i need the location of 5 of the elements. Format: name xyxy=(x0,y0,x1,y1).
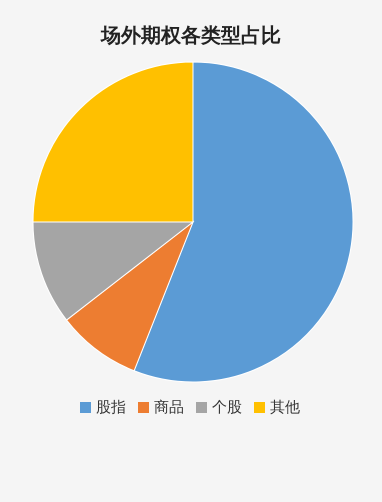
legend-label: 其他 xyxy=(270,398,300,416)
legend-label: 股指 xyxy=(96,398,126,416)
legend-label: 商品 xyxy=(154,398,184,416)
chart-title: 场外期权各类型占比 xyxy=(100,23,281,47)
legend-label: 个股 xyxy=(212,398,242,416)
